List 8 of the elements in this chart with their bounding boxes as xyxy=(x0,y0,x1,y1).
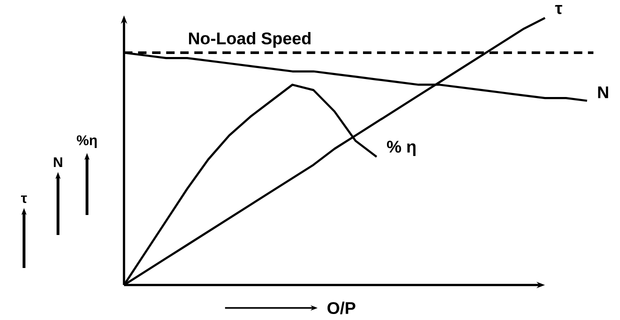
series-label: τ xyxy=(555,5,562,14)
ref-line-label: No-Load Speed xyxy=(189,32,311,48)
x-axis-title: O/P xyxy=(328,302,356,314)
text: τ xyxy=(21,195,27,204)
text: %η xyxy=(76,135,97,148)
series-label: N xyxy=(598,86,608,98)
series-label: % η xyxy=(386,140,416,156)
text: N xyxy=(54,157,62,168)
